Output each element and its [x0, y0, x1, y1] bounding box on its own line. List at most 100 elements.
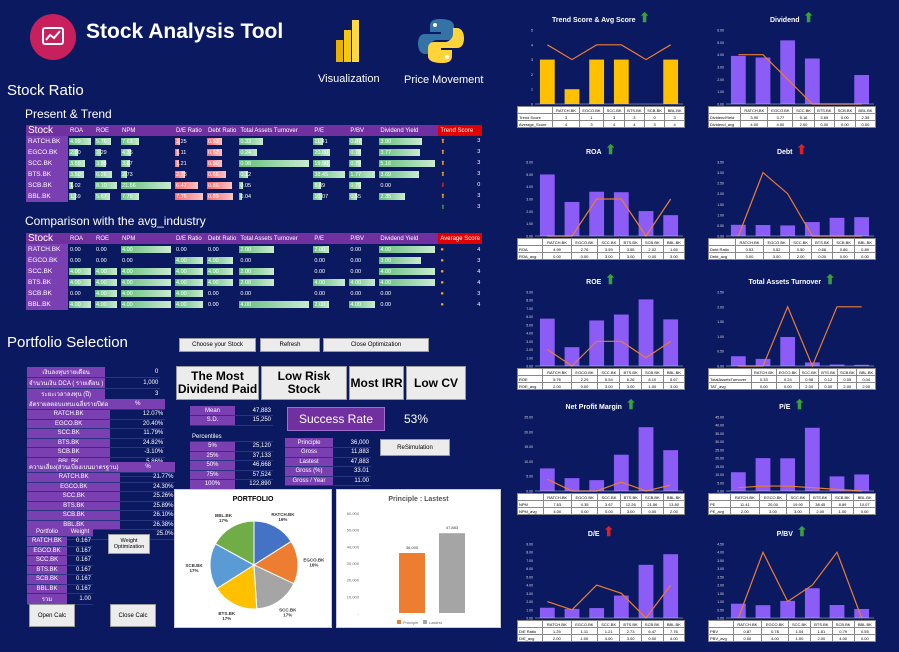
arrow-up-icon: ⬆ — [440, 161, 446, 167]
col-header-d-e-ratio: D/E Ratio — [174, 233, 206, 244]
series-1-value: 0.86 — [832, 245, 856, 253]
stock-name-cell: SCB.BK — [26, 180, 68, 191]
y-tick-label: 3.50 — [717, 161, 724, 165]
x-tick-label: BBL.BK — [662, 238, 686, 246]
bar — [755, 458, 771, 491]
arrow-up-icon: ⬆ — [440, 150, 446, 156]
ratio-cell-roe: 4.00 — [94, 277, 120, 288]
chart-d-e: D/E ⬆ 9.00 8.00 7.00 6.00 5.00 4.00 3.00 2.00 1.0… — [515, 522, 687, 647]
series-1-value: 38.45 — [808, 500, 832, 508]
most-irr-button[interactable]: Most IRR — [349, 366, 404, 400]
stat-value: 15,250 — [235, 415, 273, 426]
data-bar — [69, 171, 85, 178]
low-risk-button[interactable]: Low Risk Stock — [261, 366, 347, 400]
weight-optimization-button[interactable]: Weight Optimization — [108, 534, 150, 554]
bar — [663, 319, 679, 366]
score-cell: ⬆ 3 — [438, 136, 482, 147]
data-bar — [313, 193, 322, 200]
ratio-cell-pe: 2.00 — [312, 244, 348, 255]
low-cv-button[interactable]: Low CV — [406, 366, 466, 400]
x-tick-label: SCB.BK — [640, 493, 664, 501]
y-tick-label: 3 — [531, 58, 533, 62]
data-bar — [69, 301, 91, 308]
series-2-value: 3.00 — [662, 382, 686, 390]
series-2-value: 0.00 — [597, 507, 621, 515]
data-bar — [313, 160, 330, 167]
ratio-cell-roa: 3.59 — [68, 158, 94, 169]
open-calc-button[interactable]: Open Calc — [29, 604, 75, 627]
pie-label: RATCH.BK — [271, 512, 295, 517]
x-tick-label: BTS.BK — [818, 368, 839, 376]
cell-value: 4.00 — [122, 246, 133, 253]
data-bar — [239, 268, 275, 275]
empty-cell — [708, 238, 736, 246]
series-1-label: ROE — [516, 375, 544, 383]
series-2-value: 3.00 — [619, 634, 642, 642]
series-2-value: 0.00 — [832, 252, 856, 260]
refresh-button[interactable]: Refresh — [260, 338, 320, 352]
y-tick-label: 35.00 — [715, 432, 724, 436]
x-tick-label: SCB.BK — [831, 620, 855, 628]
x-tick-label: BBL.BK — [853, 620, 877, 628]
close-calc-button[interactable]: Close Calc — [110, 604, 156, 627]
arrow-up-icon: ⬆ — [440, 205, 446, 211]
data-bar — [95, 138, 111, 145]
cell-value: 0.00 — [350, 290, 362, 297]
bar — [804, 222, 820, 236]
x-tick-label: SCC.BK — [597, 620, 621, 628]
success-rate-value: 53% — [404, 412, 429, 426]
ratio-cell-de: 4.00 — [174, 255, 206, 266]
col-header-roe: ROE — [94, 125, 120, 136]
series-1-value: 4.35 — [570, 500, 599, 508]
ratio-cell-de: 2.73 — [174, 169, 206, 180]
ratio-cell-roa: 0.00 — [68, 255, 94, 266]
series-1-value: 1 — [578, 113, 605, 121]
bar — [399, 553, 425, 613]
y-tick-label: 4.00 — [717, 53, 724, 57]
series-1-value: 5.16 — [792, 113, 815, 121]
pie-slice — [209, 543, 255, 590]
series-1-value: 3 — [623, 113, 645, 121]
ratio-cell-roa: 4.99 — [68, 136, 94, 147]
series-2-value: 0.00 — [854, 252, 876, 260]
cell-value: 3.77 — [380, 149, 392, 156]
series-2-value: 2.00 — [542, 382, 572, 390]
stock-name-cell: RATCH.BK — [27, 472, 121, 483]
ratio-cell-de: 4.00 — [174, 288, 206, 299]
x-tick-label: EGCO.BK — [758, 493, 787, 501]
series-1-value: 3.59 — [597, 245, 621, 253]
series-1-value: 0.00 — [833, 113, 856, 121]
arrow-up-icon: ⬆ — [821, 272, 836, 287]
y-tick-label: 2.50 — [717, 575, 724, 579]
principle-value: 11.00 — [333, 476, 371, 486]
table-row: BTS.BK 24.82% — [27, 438, 166, 448]
x-tick-label: SCB.BK — [640, 368, 664, 376]
stock-name-cell: RATCH.BK — [26, 244, 68, 255]
principle-label: Gross (%) — [285, 466, 333, 477]
col-header-dividend-yield: Dividend Yield — [378, 233, 439, 244]
close-optimization-button[interactable]: Close Optimization — [323, 338, 429, 352]
bar — [589, 191, 605, 236]
series-1-value: 19.90 — [785, 500, 810, 508]
choose-stock-button[interactable]: Choose your Stock — [179, 338, 256, 352]
bar — [854, 474, 870, 491]
y-tick-label: 2.00 — [717, 78, 724, 82]
y-tick-label: 6.00 — [526, 161, 533, 165]
series-2-value: 4.00 — [597, 634, 621, 642]
ratio-cell-pe: 19.90 — [312, 158, 348, 169]
weight-value: 0.167 — [67, 555, 93, 566]
ratio-cell-pe: 2.00 — [312, 299, 348, 310]
series-1-value: 3 — [664, 113, 685, 121]
x-tick-label: SCB.BK — [643, 106, 666, 114]
x-tick-label: RATCH.BK — [750, 368, 777, 376]
ratio-cell-roa: 1.02 — [68, 180, 94, 191]
resimulation-button[interactable]: ReSimulation — [380, 439, 450, 456]
x-tick-label: SCC.BK — [597, 368, 621, 376]
stock-name-cell: SCB.BK — [27, 447, 111, 458]
y-tick-label: 10.00 — [715, 473, 724, 477]
bar — [730, 356, 746, 366]
most-dividend-button[interactable]: The Most Dividend Paid — [176, 366, 259, 400]
return-value: 21.77% — [120, 472, 176, 483]
series-1-label: Debt Ratio — [708, 245, 736, 253]
y-tick-label: 0.00 — [717, 103, 724, 107]
